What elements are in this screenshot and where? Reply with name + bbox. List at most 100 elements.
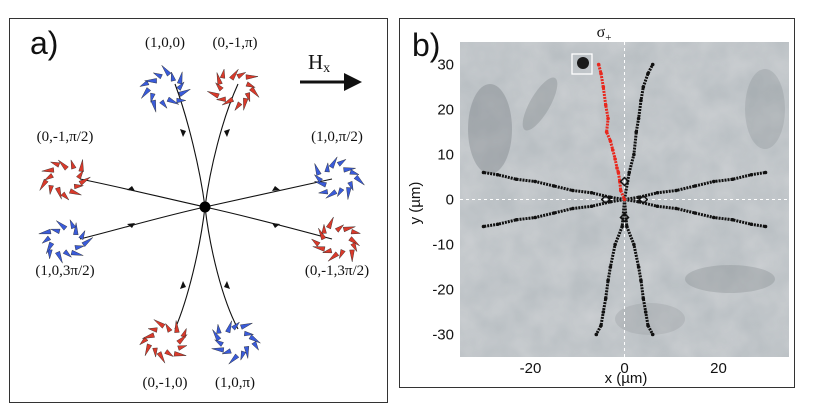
state-label: (1,0,0)	[145, 35, 185, 51]
trajectory-point	[655, 190, 660, 195]
trajectory-point	[643, 310, 648, 314]
fixed-point	[199, 201, 211, 213]
trajectory-point	[712, 179, 716, 184]
trajectory-point	[608, 265, 613, 269]
trajectory-plot: σ+ -20 0 20 30 20 10 0 -10 -20 -30 x (µm) y (µm)	[407, 24, 789, 387]
state-label: (0,-1,0)	[143, 375, 188, 391]
trajectory-point	[634, 130, 639, 134]
trajectory-point	[650, 62, 655, 67]
trajectory-point	[639, 278, 643, 283]
panel-a-label: a)	[30, 25, 59, 61]
trajectory-point	[730, 217, 735, 222]
field-arrow-icon	[344, 73, 362, 91]
trajectory-series	[483, 198, 625, 228]
trajectory-point	[646, 323, 650, 328]
trajectory-series	[483, 171, 625, 201]
trajectory-point	[589, 190, 594, 195]
trajectory-point	[596, 62, 601, 67]
trajectory-point	[613, 242, 617, 247]
trajectory-point	[632, 152, 636, 157]
flow-arrow-icon	[224, 281, 230, 289]
spin-rosette-icon	[313, 156, 365, 200]
trajectory-point	[608, 139, 613, 143]
trajectory-point	[601, 85, 606, 89]
x-axis-label: x (µm)	[605, 370, 648, 387]
trajectory-point	[674, 206, 678, 211]
trajectory-point	[599, 71, 603, 76]
spin-rosette-icon	[211, 320, 261, 365]
trajectory-point	[533, 215, 537, 220]
spin-rosette-icon	[39, 159, 91, 201]
x-tick-label: 20	[710, 360, 727, 377]
trajectory-point	[693, 184, 697, 188]
flow-line-up-left	[174, 83, 206, 208]
start-box	[571, 53, 593, 75]
trajectory-point	[627, 170, 631, 175]
trajectory-point	[636, 265, 641, 269]
y-tick-label: -20	[432, 282, 454, 299]
trajectory-point	[615, 166, 619, 170]
spin-rosette-icon	[139, 65, 191, 113]
flow-lines	[79, 83, 333, 330]
trajectory-point	[571, 206, 575, 211]
particle-blob	[577, 57, 589, 69]
flow-arrow-icon	[180, 129, 186, 137]
flow-arrows	[127, 129, 280, 289]
trajectory-point	[693, 211, 697, 215]
x-tick-label: 0	[620, 360, 628, 377]
trajectory-point	[495, 222, 500, 227]
spin-rosette-icon	[207, 68, 260, 112]
flow-arrow-icon	[272, 223, 280, 228]
trajectory-point	[481, 170, 486, 175]
trajectory-point	[552, 184, 556, 188]
origin-marker	[619, 176, 630, 187]
y-tick-label: -10	[432, 237, 454, 254]
trajectory-point	[749, 222, 754, 227]
trajectory-series	[594, 199, 626, 336]
y-axis-label: y (µm)	[407, 182, 424, 225]
trajectory-point	[608, 199, 613, 204]
trajectory-point	[571, 188, 575, 193]
plot-title: σ+	[597, 24, 612, 44]
flow-line-up-right	[204, 83, 239, 208]
trajectory-series	[624, 171, 766, 201]
trajectory-point	[608, 195, 613, 200]
y-tick-label: 0	[446, 192, 454, 209]
trajectory-point	[618, 188, 623, 193]
state-label: (1,0,π)	[215, 375, 255, 391]
trajectory-point	[599, 323, 603, 328]
trajectory-point	[495, 172, 500, 177]
y-tick-label: 20	[437, 102, 454, 119]
flow-line-right-down	[204, 206, 333, 240]
trajectory-point	[632, 242, 636, 247]
trajectory-point	[481, 224, 486, 229]
trajectory-point	[589, 204, 594, 209]
trajectory-point	[604, 130, 609, 134]
trajectory-point	[514, 217, 519, 222]
trajectory-point	[655, 204, 660, 209]
flow-arrow-icon	[127, 186, 135, 191]
state-label: (0,-1,π)	[212, 35, 257, 51]
flow-line-down-left	[174, 206, 206, 330]
spin-rosette-icon	[310, 216, 362, 262]
trajectory-point	[613, 157, 617, 161]
trajectory-point	[594, 332, 599, 337]
trajectory-point	[552, 211, 556, 215]
y-tick-label: 30	[437, 57, 454, 74]
trajectory-point	[650, 332, 655, 337]
trajectory-point	[641, 85, 646, 89]
flow-line-right-up	[204, 178, 333, 208]
origin-marker	[619, 212, 630, 223]
trajectory-point	[749, 172, 754, 177]
flow-arrow-icon	[224, 129, 230, 137]
panel-b-figure: b) σ+ -20 0 20 30 20 10 0 -10 -20 -30	[399, 18, 795, 388]
origin-marker	[638, 194, 649, 205]
trajectory-point	[763, 170, 768, 175]
state-label: (0,-1,π/2)	[37, 129, 94, 145]
trajectory-point	[763, 224, 768, 229]
flow-arrow-icon	[272, 186, 280, 191]
flow-line-down-right	[204, 206, 239, 330]
trajectory-point	[610, 148, 615, 152]
micrograph-shading	[468, 69, 785, 335]
flow-arrow-icon	[180, 281, 186, 289]
